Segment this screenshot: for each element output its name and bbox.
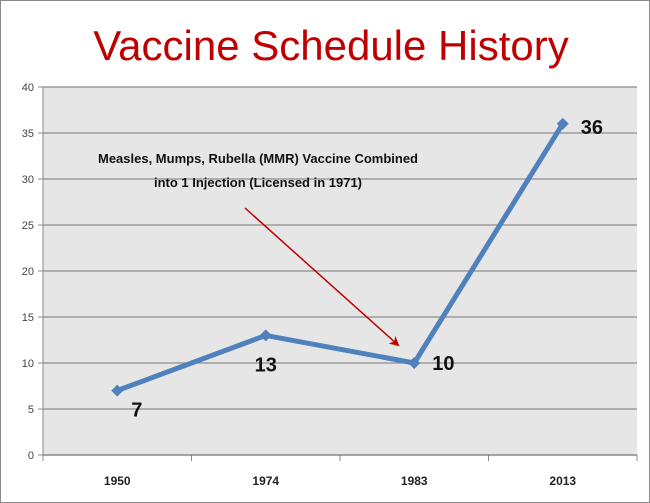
y-tick-label: 0 <box>28 450 34 462</box>
y-tick-label: 25 <box>22 220 34 232</box>
x-tick-label: 1974 <box>252 474 279 488</box>
annotation-line-2: into 1 Injection (Licensed in 1971) <box>154 175 362 190</box>
x-tick-label: 1950 <box>104 474 131 488</box>
y-tick-label: 15 <box>22 312 34 324</box>
data-point <box>111 384 124 397</box>
annotation-line-1: Measles, Mumps, Rubella (MMR) Vaccine Co… <box>98 151 418 166</box>
data-point <box>556 117 569 130</box>
data-label: 13 <box>255 354 277 376</box>
y-tick-label: 20 <box>22 266 34 278</box>
y-tick-label: 35 <box>22 128 34 140</box>
annotation-arrow <box>244 207 400 347</box>
y-tick-label: 40 <box>22 82 34 94</box>
y-tick-label: 30 <box>22 174 34 186</box>
x-tick-label: 2013 <box>549 474 576 488</box>
chart-title: Vaccine Schedule History <box>93 22 568 69</box>
y-tick-label: 10 <box>22 358 34 370</box>
data-point <box>259 329 272 342</box>
x-tick-label: 1983 <box>401 474 428 488</box>
series-line <box>116 122 565 393</box>
data-label: 7 <box>131 400 142 422</box>
data-label: 36 <box>581 117 603 139</box>
y-tick-label: 5 <box>28 404 34 416</box>
data-label: 10 <box>432 353 454 375</box>
data-point <box>408 357 421 369</box>
